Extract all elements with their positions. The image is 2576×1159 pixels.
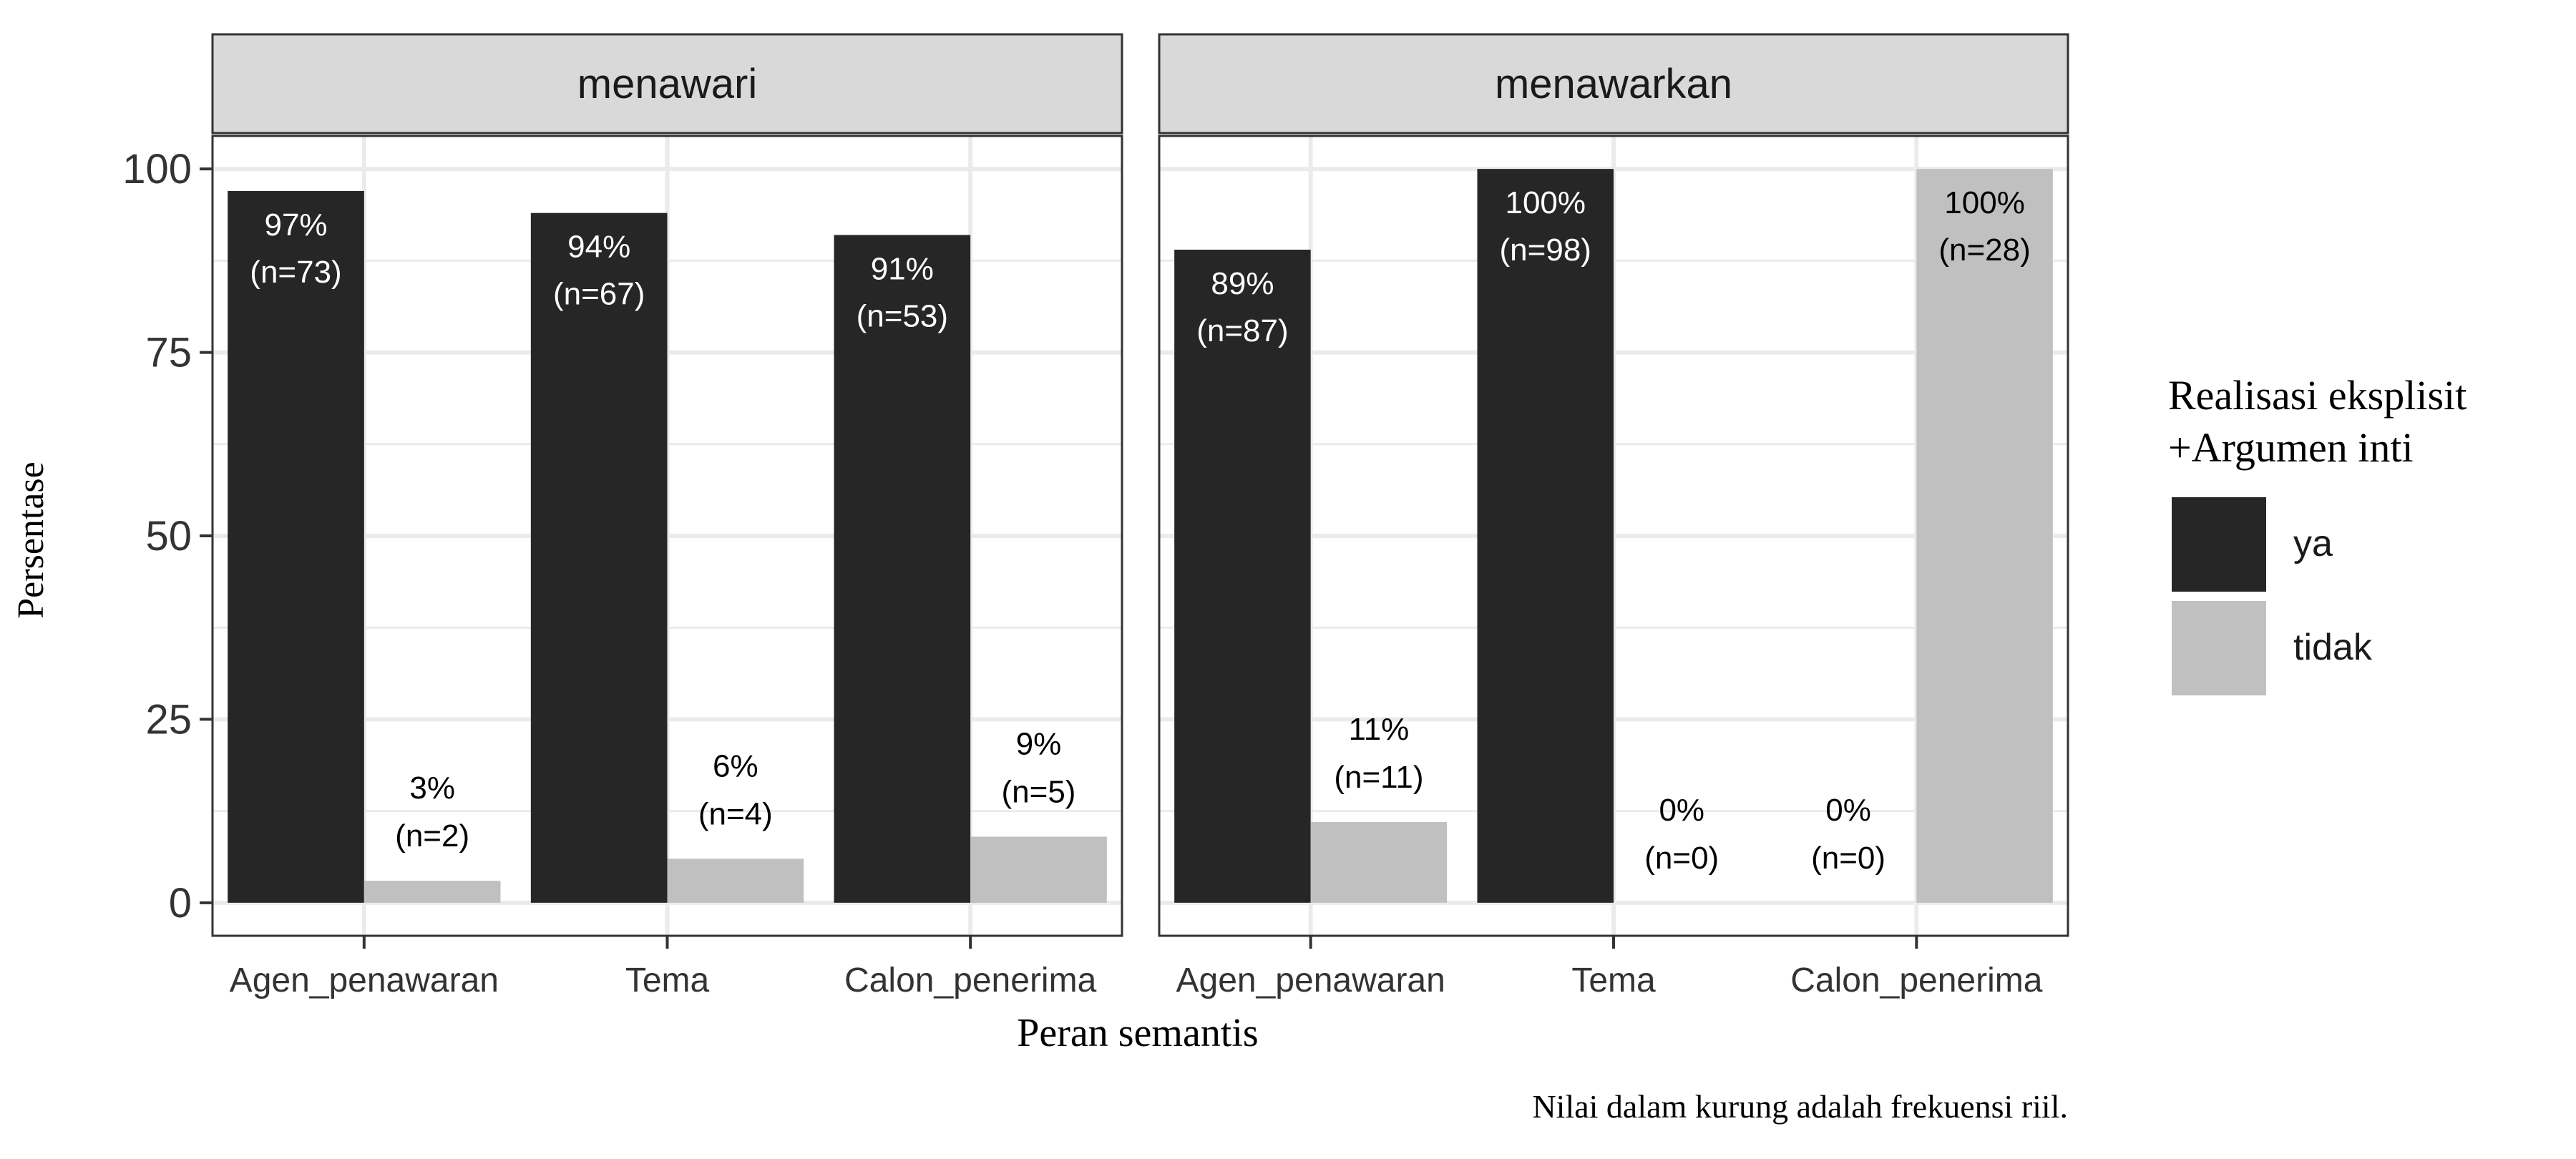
bar-n-label: (n=67) — [553, 277, 645, 312]
facet-title: menawarkan — [1495, 61, 1732, 107]
bar-pct-label: 9% — [1016, 727, 1062, 762]
y-tick-label: 50 — [145, 513, 192, 559]
x-tick-label: Agen_penawaran — [230, 962, 499, 999]
bar-pct-label: 91% — [871, 251, 934, 286]
bar-pct-label: 11% — [1349, 712, 1410, 747]
bar-n-label: (n=53) — [857, 298, 948, 333]
facet-strip — [1158, 33, 2069, 135]
bar-tidak-Agen_penawaran — [1310, 822, 1448, 903]
bar-pct-label: 94% — [567, 230, 630, 265]
bar-tidak-Calon_penerima — [970, 836, 1107, 903]
bar-n-label: (n=73) — [250, 255, 341, 290]
bar-ya-Agen_penawaran — [1174, 249, 1311, 903]
bar-tidak-Calon_penerima — [1916, 169, 2053, 903]
bar-tidak-Agen_penawaran — [364, 881, 501, 903]
bar-n-label: (n=11) — [1334, 760, 1423, 795]
x-tick-label: Calon_penerima — [1790, 962, 2043, 999]
y-tick-label: 0 — [169, 880, 192, 926]
x-tick-label: Tema — [1571, 962, 1656, 999]
legend-title-line2: +Argumen inti — [2168, 424, 2414, 471]
bar-n-label: (n=5) — [1002, 775, 1076, 810]
bar-pct-label: 0% — [1825, 793, 1871, 828]
x-tick-label: Calon_penerima — [844, 962, 1097, 999]
bar-tidak-Tema — [667, 859, 804, 903]
y-tick-label: 25 — [145, 696, 192, 743]
bar-pct-label: 97% — [264, 207, 327, 243]
bar-ya-Tema — [1477, 169, 1614, 903]
caption-note: Nilai dalam kurung adalah frekuensi riil… — [1532, 1088, 2068, 1125]
legend-label-ya: ya — [2293, 523, 2333, 564]
legend-title-line1: Realisasi eksplisit — [2168, 372, 2467, 419]
bar-n-label: (n=4) — [698, 796, 773, 831]
y-axis-title: Persentase — [11, 461, 52, 618]
legend-label-tidak: tidak — [2293, 627, 2373, 668]
bar-n-label: (n=98) — [1500, 233, 1591, 268]
y-tick-label: 75 — [145, 330, 192, 376]
legend: Realisasi eksplisit +Argumen inti ya tidak — [2168, 372, 2467, 695]
bar-pct-label: 100% — [1505, 185, 1586, 220]
y-axis: 0 25 50 75 100 — [122, 146, 213, 926]
panel-menawarkan: menawarkan 89% (n=87) 100% (n=98) 0% (n=0) 11% (… — [1158, 33, 2069, 999]
bar-pct-label: 6% — [713, 748, 758, 783]
bar-ya-Agen_penawaran — [228, 190, 364, 903]
bar-ya-Tema — [530, 212, 668, 903]
panel-menawari: menawari 97% (n=73) 94% (n=67) 91% (n=53) 3% (n=… — [211, 33, 1123, 999]
bar-n-label: (n=0) — [1644, 841, 1719, 876]
facet-title: menawari — [577, 61, 757, 107]
bar-n-label: (n=2) — [395, 818, 469, 854]
x-tick-label: Agen_penawaran — [1176, 962, 1445, 999]
x-tick-label: Tema — [625, 962, 710, 999]
legend-key-tidak — [2172, 601, 2266, 695]
bar-pct-label: 89% — [1211, 266, 1274, 301]
bar-n-label: (n=0) — [1811, 841, 1885, 876]
bar-ya-Calon_penerima — [834, 235, 971, 903]
y-tick-label: 100 — [122, 146, 192, 192]
bar-pct-label: 0% — [1659, 793, 1704, 828]
facet-strip — [211, 33, 1123, 135]
bar-n-label: (n=87) — [1196, 313, 1288, 348]
bar-pct-label: 3% — [409, 771, 455, 806]
bar-n-label: (n=28) — [1938, 233, 2030, 268]
x-axis-title: Peran semantis — [1017, 1011, 1258, 1055]
bar-pct-label: 100% — [1944, 185, 2025, 220]
legend-key-ya — [2172, 497, 2266, 592]
panels-layer: menawari 97% (n=73) 94% (n=67) 91% (n=53) 3% (n=… — [211, 33, 2069, 999]
